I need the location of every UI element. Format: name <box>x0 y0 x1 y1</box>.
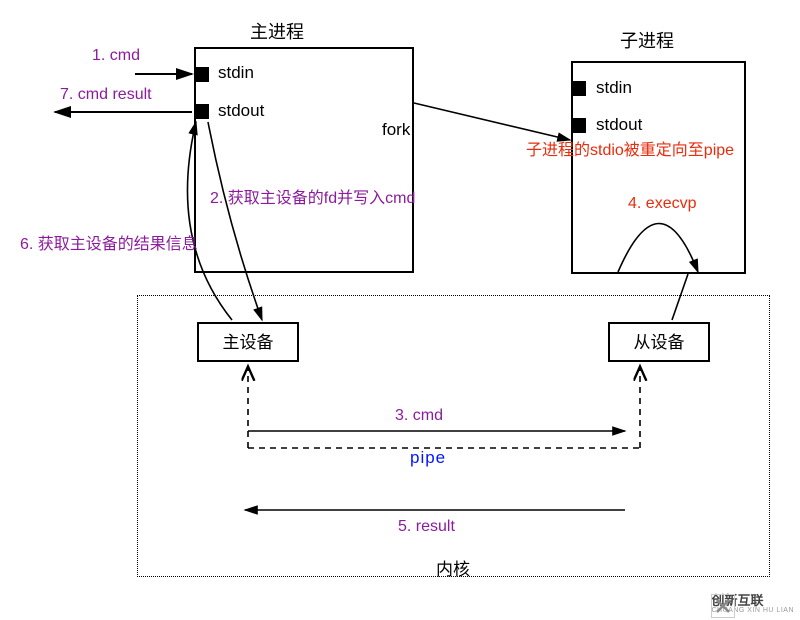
kernel-label: 内核 <box>436 555 470 580</box>
child-redirect-label: 子进程的stdio被重定向至pipe <box>526 136 734 160</box>
step1-label: 1. cmd <box>92 47 140 65</box>
step2-label: 2. 获取主设备的fd并写入cmd <box>210 184 415 208</box>
logo-icon <box>711 594 735 618</box>
step5-label: 5. result <box>398 518 455 536</box>
step7-label: 7. cmd result <box>60 86 152 104</box>
step3-label: 3. cmd <box>395 407 443 425</box>
fork-label: fork <box>382 120 410 140</box>
watermark-logo: 创新互联 CHUANG XIN HU LIAN <box>711 594 794 614</box>
step6-label: 6. 获取主设备的结果信息 <box>20 230 198 254</box>
step4-label: 4. execvp <box>628 195 696 213</box>
pipe-label: pipe <box>410 448 446 468</box>
